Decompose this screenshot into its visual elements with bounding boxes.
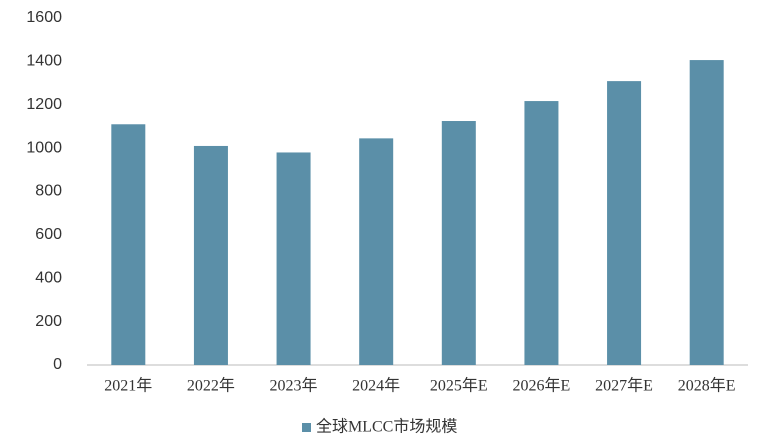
bar bbox=[276, 152, 311, 365]
legend-swatch bbox=[302, 423, 311, 432]
x-tick-label: 2022年 bbox=[187, 377, 235, 395]
y-tick-label: 200 bbox=[35, 313, 62, 330]
x-tick-label: 2027年E bbox=[595, 377, 653, 395]
x-tick-label: 2021年 bbox=[104, 377, 152, 395]
bar bbox=[689, 60, 724, 365]
y-tick-label: 1600 bbox=[26, 9, 62, 26]
x-tick-label: 2025年E bbox=[430, 377, 488, 395]
bar bbox=[607, 81, 642, 365]
x-tick-label: 2028年E bbox=[678, 377, 736, 395]
legend-label: 全球MLCC市场规模 bbox=[316, 418, 457, 436]
y-tick-label: 1400 bbox=[26, 53, 62, 70]
y-tick-label: 1200 bbox=[26, 96, 62, 113]
y-tick-label: 800 bbox=[35, 183, 62, 200]
x-tick-label: 2026年E bbox=[513, 377, 571, 395]
y-tick-label: 1000 bbox=[26, 139, 62, 156]
y-tick-label: 400 bbox=[35, 269, 62, 286]
x-tick-label: 2024年 bbox=[352, 377, 400, 395]
x-tick-label: 2023年 bbox=[270, 377, 318, 395]
y-tick-label: 0 bbox=[53, 356, 62, 373]
bar bbox=[193, 145, 228, 365]
bar bbox=[441, 121, 476, 365]
y-tick-label: 600 bbox=[35, 226, 62, 243]
bar bbox=[111, 124, 146, 365]
bar bbox=[359, 138, 394, 365]
bar bbox=[524, 101, 559, 366]
